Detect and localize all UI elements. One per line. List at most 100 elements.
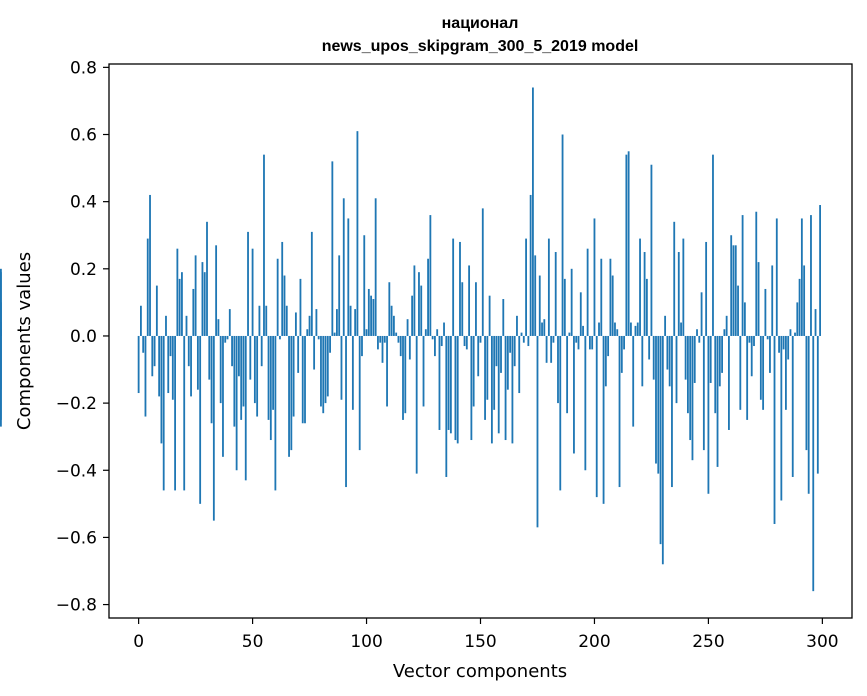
bar bbox=[709, 335, 712, 383]
bar bbox=[263, 154, 265, 336]
bar bbox=[169, 335, 172, 357]
bar bbox=[137, 335, 140, 394]
bar bbox=[518, 335, 521, 394]
bar bbox=[192, 288, 195, 336]
bar bbox=[228, 309, 231, 336]
bar bbox=[199, 335, 202, 504]
bar bbox=[413, 265, 416, 336]
bar bbox=[643, 252, 646, 336]
bar bbox=[819, 205, 821, 336]
bar bbox=[516, 315, 518, 336]
bar bbox=[390, 305, 393, 336]
bar bbox=[395, 332, 398, 336]
y-tick-label: 0.0 bbox=[70, 327, 97, 347]
bar bbox=[242, 335, 245, 407]
bar bbox=[265, 305, 268, 336]
bar bbox=[153, 335, 156, 367]
bar bbox=[639, 238, 641, 336]
bar bbox=[281, 241, 284, 336]
bar bbox=[484, 335, 486, 420]
bar bbox=[187, 335, 190, 367]
bar bbox=[486, 335, 489, 400]
bar bbox=[584, 335, 587, 471]
bar bbox=[659, 335, 662, 545]
y-tick-label: −0.2 bbox=[56, 394, 97, 414]
bar bbox=[402, 335, 404, 420]
bar bbox=[791, 335, 794, 477]
bar bbox=[349, 305, 352, 336]
bar bbox=[525, 238, 527, 336]
x-tick-label: 0 bbox=[133, 632, 144, 652]
bar bbox=[247, 231, 249, 336]
bar bbox=[607, 335, 610, 357]
bar bbox=[657, 335, 660, 474]
bar bbox=[702, 335, 705, 451]
bar bbox=[796, 302, 799, 336]
bar bbox=[668, 335, 671, 387]
chart-subtitle: news_upos_skipgram_300_5_2019 model bbox=[322, 38, 639, 55]
x-tick-label: 50 bbox=[242, 632, 264, 652]
chart-title: национал bbox=[442, 15, 519, 32]
bar bbox=[470, 335, 473, 441]
bar bbox=[379, 335, 382, 343]
bar bbox=[215, 245, 218, 336]
bar bbox=[443, 322, 445, 336]
bar bbox=[728, 335, 730, 430]
bar bbox=[372, 299, 375, 336]
bar bbox=[203, 272, 206, 336]
bar bbox=[529, 194, 532, 336]
y-tick-label: −0.8 bbox=[56, 596, 97, 616]
bar bbox=[547, 238, 550, 336]
bar bbox=[194, 255, 197, 336]
y-tick-label: 0.2 bbox=[70, 260, 97, 280]
bar bbox=[750, 335, 753, 377]
bar bbox=[279, 335, 281, 340]
bar bbox=[698, 335, 701, 343]
bar bbox=[206, 221, 208, 336]
bar bbox=[0, 322, 2, 336]
bar bbox=[800, 218, 803, 336]
bar bbox=[789, 329, 792, 336]
bar bbox=[634, 325, 637, 336]
bar bbox=[716, 335, 719, 467]
bar bbox=[616, 329, 619, 336]
bar bbox=[566, 335, 569, 414]
bar bbox=[358, 335, 361, 451]
bar bbox=[140, 305, 142, 336]
bar bbox=[493, 335, 496, 410]
bar bbox=[673, 221, 676, 336]
bar bbox=[787, 335, 790, 360]
bar bbox=[258, 305, 261, 336]
bar bbox=[794, 332, 796, 336]
y-axis-ticks: −0.8 −0.6 −0.4 −0.2 0.0 0.2 0.4 0.6 0.8 bbox=[56, 58, 109, 616]
bar bbox=[671, 335, 673, 488]
bar bbox=[479, 335, 482, 343]
bar bbox=[689, 335, 692, 441]
bar bbox=[244, 335, 247, 481]
bar bbox=[219, 335, 222, 404]
bar bbox=[604, 335, 607, 387]
bar bbox=[641, 335, 644, 387]
bar bbox=[324, 335, 327, 404]
bar bbox=[618, 335, 621, 488]
bar bbox=[504, 335, 507, 441]
bar bbox=[392, 315, 395, 336]
bar bbox=[577, 335, 580, 350]
bar bbox=[317, 335, 320, 340]
bar bbox=[532, 87, 534, 336]
x-axis-ticks: 0 50 100 150 200 250 300 bbox=[133, 618, 839, 652]
bar bbox=[757, 262, 760, 336]
bar bbox=[741, 215, 744, 336]
bar bbox=[260, 335, 263, 367]
bar bbox=[176, 248, 179, 336]
bar bbox=[149, 194, 151, 336]
bar bbox=[308, 315, 311, 336]
bar bbox=[550, 335, 553, 363]
bar bbox=[383, 335, 386, 343]
bar bbox=[418, 272, 420, 336]
bar bbox=[732, 245, 735, 336]
bar bbox=[782, 335, 785, 350]
bar bbox=[536, 335, 539, 528]
bar bbox=[190, 335, 192, 397]
